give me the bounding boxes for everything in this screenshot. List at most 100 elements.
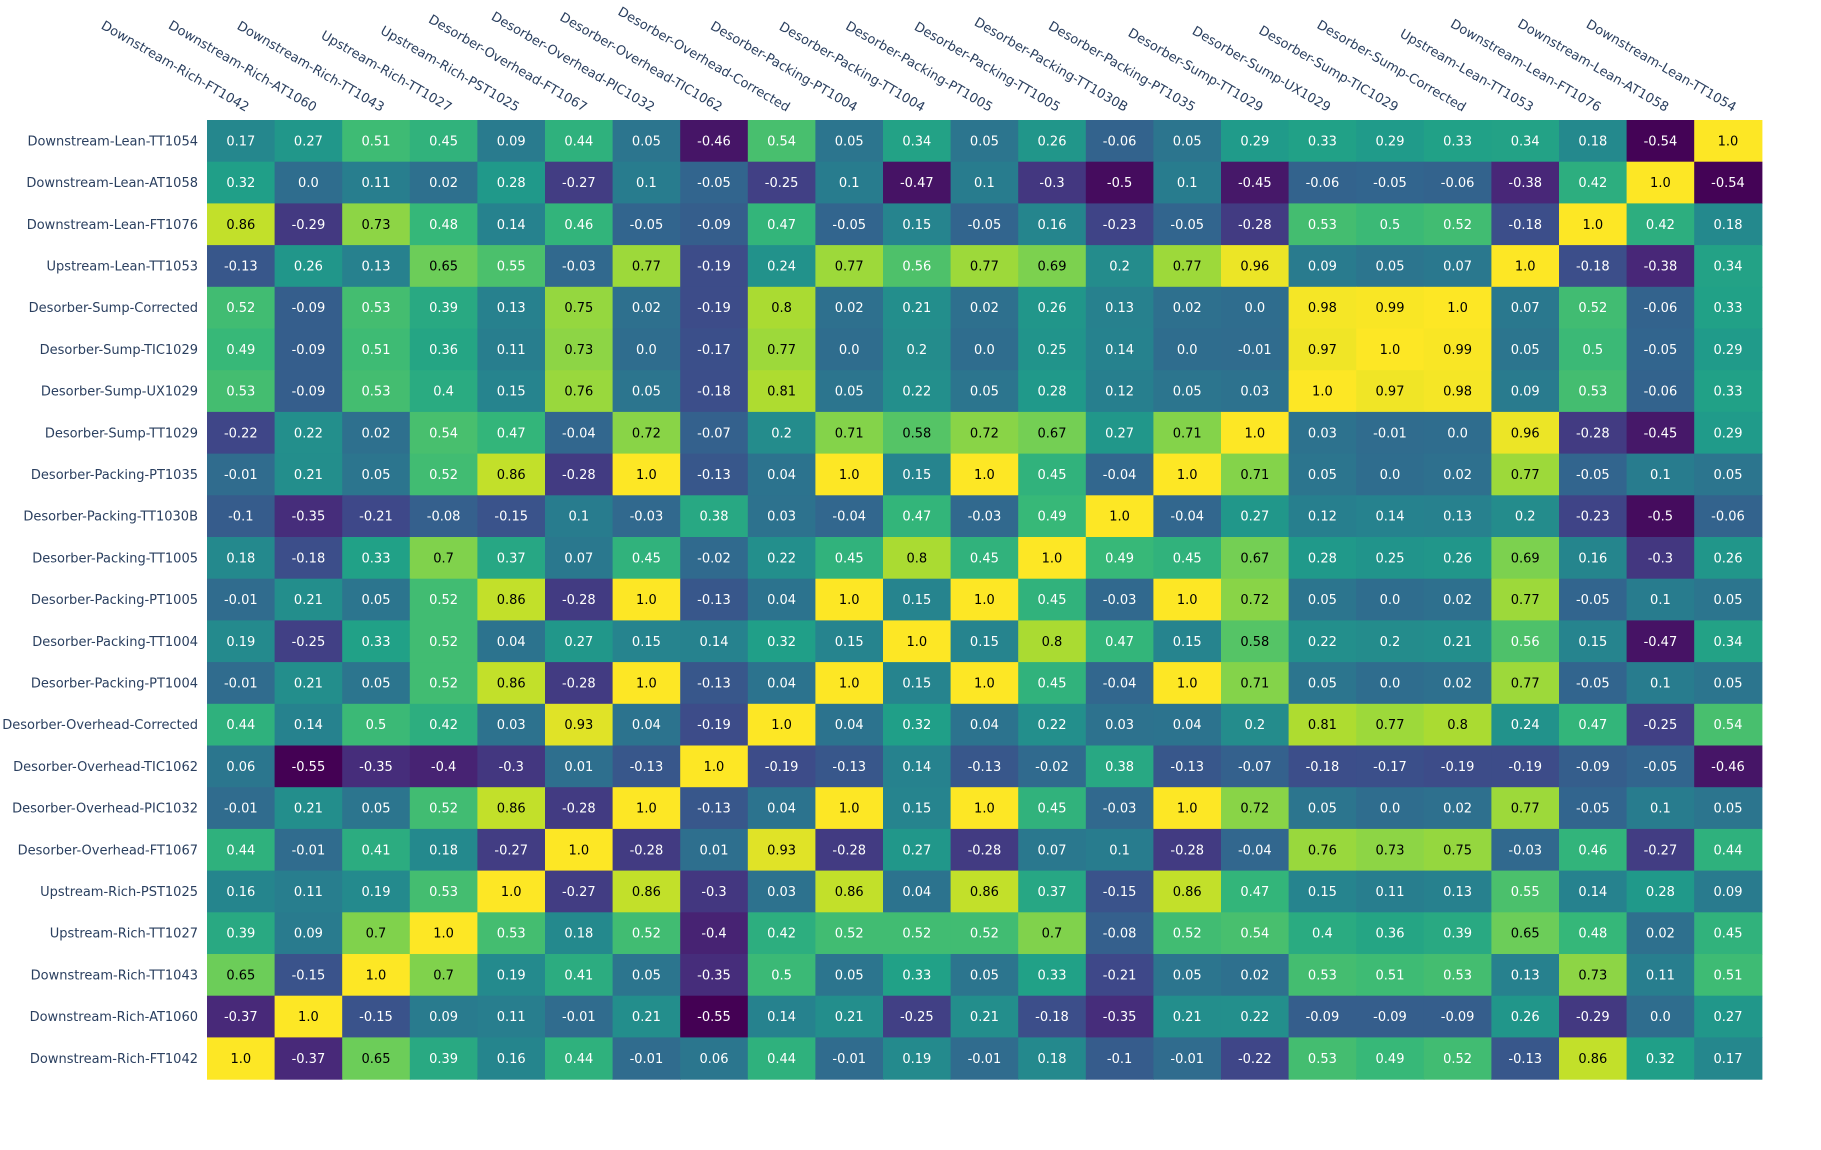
heatmap-cell (274, 828, 343, 872)
cell-value-label: -0.28 (562, 676, 596, 691)
cell-value-label: 0.72 (1240, 802, 1269, 817)
cell-value-label: 0.81 (767, 385, 796, 400)
cell-value-label: 0.65 (226, 968, 255, 983)
cell-value-label: -0.04 (1103, 468, 1137, 483)
heatmap-cell (1423, 912, 1492, 955)
heatmap-cell (207, 954, 276, 997)
heatmap-cell (747, 286, 816, 330)
heatmap-cell (747, 537, 816, 580)
cell-value-label: -0.01 (224, 676, 258, 691)
cell-value-label: 0.1 (1177, 176, 1198, 191)
cell-value-label: -0.13 (697, 593, 731, 608)
cell-value-label: 0.44 (226, 718, 255, 733)
cell-value-label: -0.54 (1711, 176, 1745, 191)
cell-value-label: 0.97 (1376, 385, 1405, 400)
heatmap-cell (1694, 787, 1763, 830)
cell-value-label: 0.16 (226, 885, 255, 900)
cell-value-label: 0.18 (1714, 218, 1743, 233)
cell-value-label: -0.28 (562, 593, 596, 608)
heatmap-cell (747, 662, 816, 705)
heatmap-cell (950, 495, 1019, 538)
cell-value-label: 0.05 (1308, 676, 1337, 691)
cell-value-label: 0.67 (1240, 551, 1269, 566)
cell-value-label: 0.21 (632, 1010, 661, 1025)
heatmap-cell (950, 954, 1019, 997)
heatmap-cell (1018, 912, 1087, 955)
heatmap-cell (1423, 203, 1492, 246)
heatmap-cell (1356, 662, 1425, 705)
heatmap-cell (207, 703, 276, 747)
heatmap-cell (1491, 995, 1560, 1038)
heatmap-cell (477, 912, 546, 955)
cell-value-label: 0.47 (902, 510, 931, 525)
heatmap-cell (1423, 120, 1492, 163)
cell-value-label: 0.05 (1173, 385, 1202, 400)
cell-value-label: -0.54 (1644, 134, 1678, 149)
cell-value-label: 0.34 (1714, 259, 1743, 274)
heatmap-cell (747, 954, 816, 997)
heatmap-cell (1018, 328, 1087, 371)
cell-value-label: 0.47 (1240, 885, 1269, 900)
cell-value-label: -0.04 (1103, 676, 1137, 691)
cell-value-label: 0.98 (1443, 385, 1472, 400)
heatmap-cell (1288, 286, 1357, 330)
heatmap-cell (1153, 537, 1222, 580)
heatmap-cell (1356, 745, 1425, 788)
heatmap-cell (612, 328, 681, 371)
heatmap-cell (1221, 620, 1290, 663)
heatmap-cell (747, 161, 816, 204)
cell-value-label: -0.28 (832, 843, 866, 858)
heatmap-cell (1288, 120, 1357, 163)
cell-value-label: -0.55 (697, 1010, 731, 1025)
heatmap-cell (545, 286, 614, 330)
heatmap-cell (680, 537, 749, 580)
cell-value-label: 0.27 (1105, 426, 1134, 441)
heatmap-cell (1356, 787, 1425, 830)
y-tick-label: Desorber-Packing-TT1030B (23, 510, 198, 525)
cell-value-label: -0.01 (224, 468, 258, 483)
heatmap-cell (815, 703, 884, 747)
heatmap-cell (1153, 578, 1222, 621)
cell-value-label: 0.37 (1038, 885, 1067, 900)
cell-value-label: 0.21 (1173, 1010, 1202, 1025)
heatmap-cell (1559, 203, 1628, 246)
heatmap-cell (1085, 787, 1154, 830)
heatmap-cell (274, 1037, 343, 1080)
cell-value-label: 0.44 (564, 134, 593, 149)
heatmap-cell (1288, 828, 1357, 872)
cell-value-label: 0.81 (1308, 718, 1337, 733)
heatmap-cell (342, 286, 411, 330)
cell-value-label: 1.0 (636, 468, 657, 483)
heatmap-cell (950, 620, 1019, 663)
heatmap-cell (274, 495, 343, 538)
cell-value-label: 0.77 (1511, 676, 1540, 691)
cell-value-label: -0.09 (697, 218, 731, 233)
cell-value-label: 0.49 (226, 343, 255, 358)
cell-value-label: 0.09 (429, 1010, 458, 1025)
heatmap-cell (1626, 495, 1695, 538)
heatmap-cell (409, 995, 478, 1038)
cell-value-label: -0.19 (697, 259, 731, 274)
heatmap-cell (883, 411, 952, 455)
cell-value-label: 0.33 (362, 635, 391, 650)
heatmap-cell (883, 787, 952, 830)
cell-value-label: 0.71 (1240, 676, 1269, 691)
heatmap-cell (545, 662, 614, 705)
heatmap-cell (409, 495, 478, 538)
heatmap-cell (747, 620, 816, 663)
cell-value-label: -0.18 (1576, 259, 1610, 274)
heatmap-cell (1288, 537, 1357, 580)
cell-value-label: -0.27 (562, 176, 596, 191)
cell-value-label: -0.19 (765, 760, 799, 775)
heatmap-cell (274, 537, 343, 580)
heatmap-cell (1423, 161, 1492, 204)
heatmap-cell (1153, 120, 1222, 163)
heatmap-cell (1559, 578, 1628, 621)
heatmap-cell (207, 495, 276, 538)
cell-value-label: 0.65 (429, 259, 458, 274)
heatmap-cell (207, 995, 276, 1038)
heatmap-cell (1423, 245, 1492, 288)
heatmap-cell (1626, 537, 1695, 580)
heatmap-cell (612, 245, 681, 288)
heatmap-cell (1491, 787, 1560, 830)
